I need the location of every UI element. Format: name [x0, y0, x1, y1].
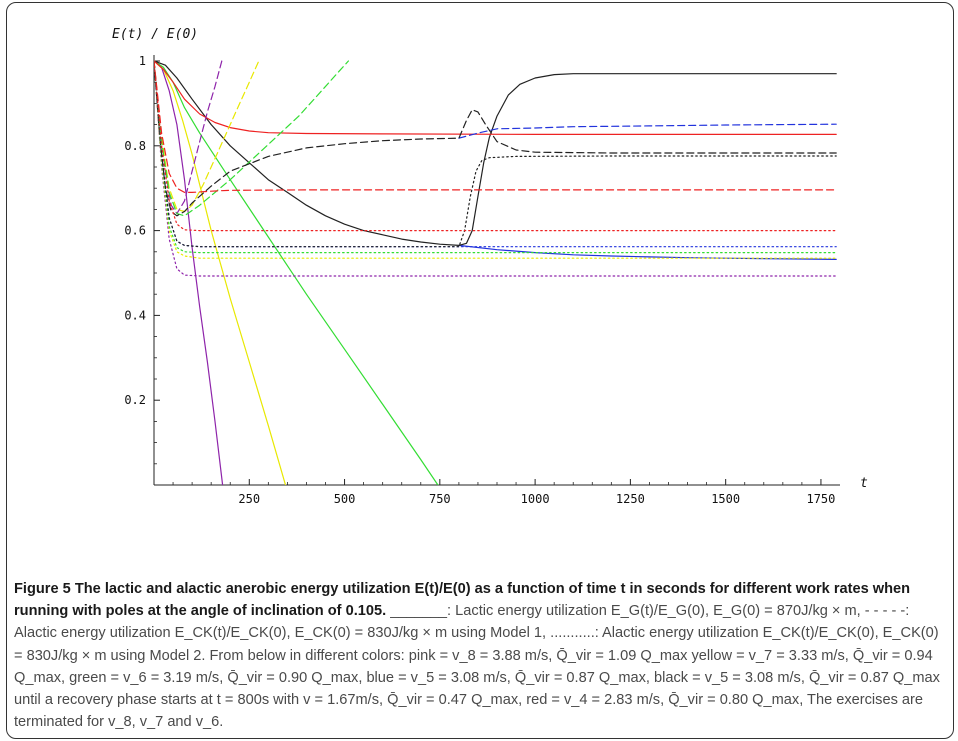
x-tick-label: 1250	[616, 492, 645, 506]
x-tick-label: 250	[238, 492, 260, 506]
chart-axes: 250 500 750 1000 1250 1500 1750 1 0.8 0.6 0.4 0.2	[124, 54, 840, 506]
series-line-solid-5	[154, 60, 837, 135]
series-line-dotted-13	[154, 60, 837, 259]
series-line-solid-4	[154, 60, 837, 246]
y-tick-label: 0.8	[124, 139, 146, 153]
y-tick-label: 0.4	[124, 308, 146, 322]
figure-caption: Figure 5 The lactic and alactic anerobic…	[14, 578, 944, 733]
y-tick-label: 0.2	[124, 393, 146, 407]
figure-title: The lactic and alactic anerobic energy u…	[14, 581, 911, 620]
x-tick-label: 1500	[711, 492, 740, 506]
x-tick-label: 1000	[521, 492, 550, 506]
series-line-dotted-12	[154, 60, 837, 277]
line-chart: 250 500 750 1000 1250 1500 1750 1 0.8 0.6 0.4 0.2 E…	[112, 27, 868, 506]
x-tick-label: 750	[429, 492, 451, 506]
figure-label: Figure 5	[14, 581, 71, 597]
figure-frame	[6, 2, 954, 739]
y-tick-label: 0.6	[124, 224, 146, 238]
series-line-dashed-11	[154, 60, 837, 193]
series-layer	[154, 60, 837, 485]
y-axis-label: E(t) / E(0)	[112, 27, 198, 42]
y-tick-label: 1	[139, 54, 146, 68]
x-axis-label: t	[860, 476, 868, 491]
series-line-dashed-8	[154, 60, 349, 217]
series-line-dotted-17	[154, 60, 837, 232]
series-line-dotted-14	[154, 60, 837, 254]
series-line-dashed-10	[154, 60, 837, 217]
series-line-dashed-9	[458, 123, 837, 139]
series-line-dashed-7	[154, 60, 260, 213]
figure-caption-body: _______: Lactic energy utilization E_G(t…	[14, 603, 940, 731]
x-tick-label: 1750	[806, 492, 835, 506]
series-line-solid-2	[154, 60, 439, 485]
series-line-dotted-16	[154, 60, 837, 248]
x-tick-label: 500	[334, 492, 356, 506]
series-line-solid-0	[154, 60, 224, 485]
